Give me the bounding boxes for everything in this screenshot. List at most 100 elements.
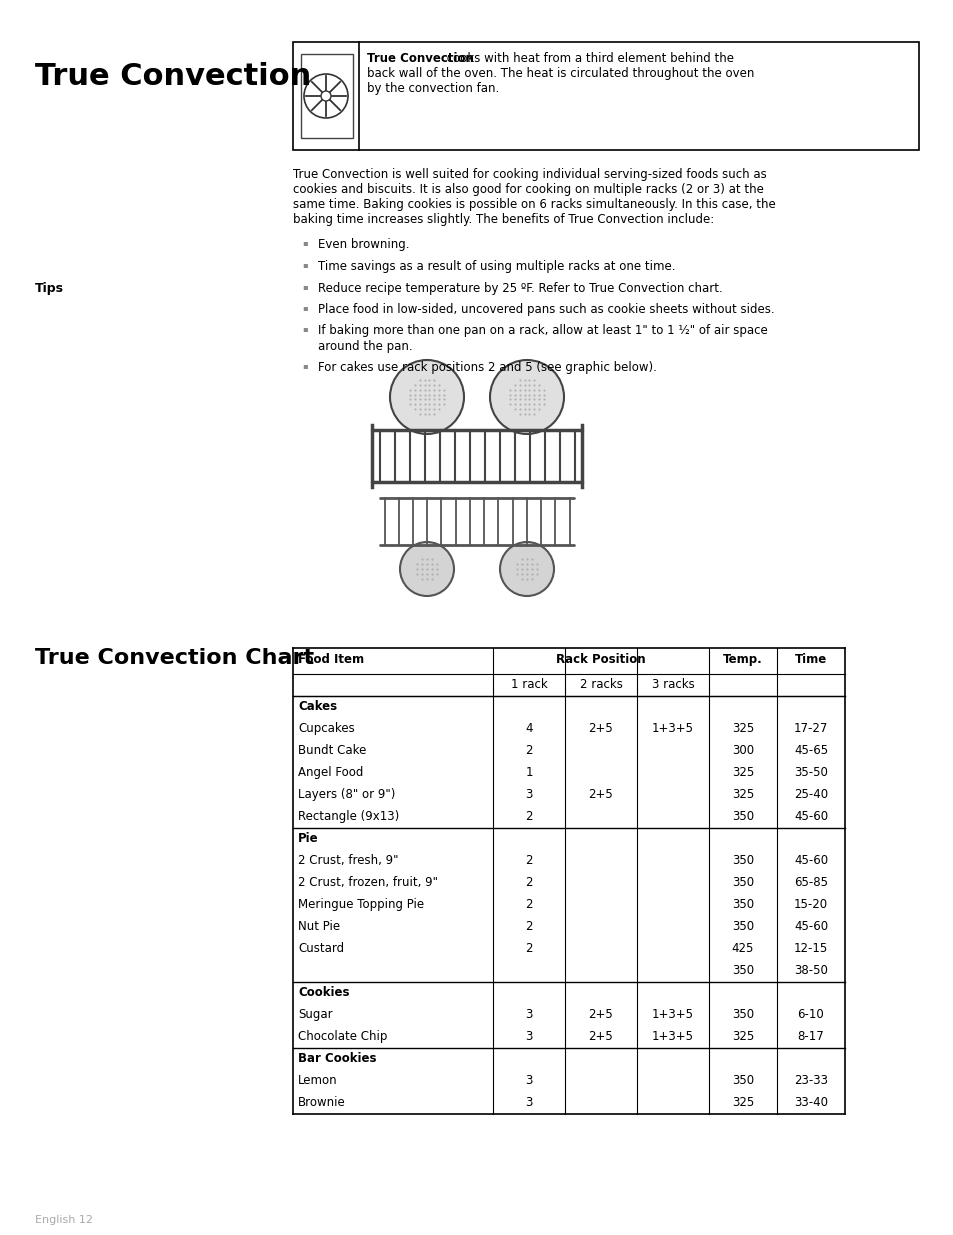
Text: 3: 3: [525, 788, 532, 802]
Text: True Convection: True Convection: [367, 52, 474, 65]
Text: 2: 2: [525, 920, 532, 932]
Circle shape: [390, 359, 463, 433]
Text: 325: 325: [731, 788, 753, 802]
Text: 2+5: 2+5: [588, 1030, 613, 1044]
Text: True Convection Chart: True Convection Chart: [35, 648, 314, 668]
Text: cooks with heat from a third element behind the: cooks with heat from a third element beh…: [442, 52, 733, 65]
Text: Brownie: Brownie: [297, 1095, 345, 1109]
Text: Cupcakes: Cupcakes: [297, 722, 355, 735]
Text: 2: 2: [525, 853, 532, 867]
Text: Rack Position: Rack Position: [556, 653, 645, 666]
Circle shape: [499, 542, 554, 597]
Text: 2 racks: 2 racks: [579, 678, 621, 692]
Text: Reduce recipe temperature by 25 ºF. Refer to True Convection chart.: Reduce recipe temperature by 25 ºF. Refe…: [317, 282, 722, 295]
Text: Tips: Tips: [35, 282, 64, 295]
Text: back wall of the oven. The heat is circulated throughout the oven: back wall of the oven. The heat is circu…: [367, 67, 754, 80]
Text: baking time increases slightly. The benefits of True Convection include:: baking time increases slightly. The bene…: [293, 212, 714, 226]
Bar: [293, 42, 918, 149]
Text: 65-85: 65-85: [793, 876, 827, 889]
Text: 17-27: 17-27: [793, 722, 827, 735]
Text: 3: 3: [525, 1095, 532, 1109]
Text: ▪: ▪: [302, 324, 307, 333]
Text: 3: 3: [525, 1030, 532, 1044]
Text: 15-20: 15-20: [793, 898, 827, 911]
Text: 3: 3: [525, 1008, 532, 1021]
Text: by the convection fan.: by the convection fan.: [367, 82, 498, 95]
Text: 325: 325: [731, 1095, 753, 1109]
Text: ▪: ▪: [302, 361, 307, 370]
Text: 2: 2: [525, 810, 532, 823]
Text: 1+3+5: 1+3+5: [651, 1030, 693, 1044]
Text: Lemon: Lemon: [297, 1074, 337, 1087]
Text: 2+5: 2+5: [588, 722, 613, 735]
Text: 325: 325: [731, 766, 753, 779]
Text: Meringue Topping Pie: Meringue Topping Pie: [297, 898, 424, 911]
Text: 12-15: 12-15: [793, 942, 827, 955]
Text: 2: 2: [525, 942, 532, 955]
Text: cookies and biscuits. It is also good for cooking on multiple racks (2 or 3) at : cookies and biscuits. It is also good fo…: [293, 183, 763, 196]
Text: Food Item: Food Item: [297, 653, 364, 666]
Text: 1: 1: [525, 766, 532, 779]
Text: If baking more than one pan on a rack, allow at least 1" to 1 ½" of air space: If baking more than one pan on a rack, a…: [317, 324, 767, 337]
Text: 45-60: 45-60: [793, 920, 827, 932]
Circle shape: [399, 542, 454, 597]
Text: Cakes: Cakes: [297, 700, 336, 713]
Text: 4: 4: [525, 722, 532, 735]
Text: ▪: ▪: [302, 238, 307, 247]
Text: 6-10: 6-10: [797, 1008, 823, 1021]
Text: ▪: ▪: [302, 303, 307, 312]
Text: 350: 350: [731, 853, 753, 867]
Text: same time. Baking cookies is possible on 6 racks simultaneously. In this case, t: same time. Baking cookies is possible on…: [293, 198, 775, 211]
Text: 425: 425: [731, 942, 754, 955]
Text: 325: 325: [731, 1030, 753, 1044]
Circle shape: [490, 359, 563, 433]
Text: 35-50: 35-50: [793, 766, 827, 779]
Text: 3 racks: 3 racks: [651, 678, 694, 692]
Text: Even browning.: Even browning.: [317, 238, 409, 251]
Text: English 12: English 12: [35, 1215, 92, 1225]
Text: For cakes use rack positions 2 and 5 (see graphic below).: For cakes use rack positions 2 and 5 (se…: [317, 361, 657, 374]
Text: 350: 350: [731, 898, 753, 911]
Text: 1+3+5: 1+3+5: [651, 722, 693, 735]
Text: 2: 2: [525, 898, 532, 911]
Text: Time: Time: [794, 653, 826, 666]
Text: Temp.: Temp.: [722, 653, 762, 666]
Text: 23-33: 23-33: [793, 1074, 827, 1087]
Text: 300: 300: [731, 743, 753, 757]
Text: 25-40: 25-40: [793, 788, 827, 802]
Text: 33-40: 33-40: [793, 1095, 827, 1109]
Text: 45-60: 45-60: [793, 853, 827, 867]
Text: 2+5: 2+5: [588, 1008, 613, 1021]
Text: 350: 350: [731, 876, 753, 889]
Text: 350: 350: [731, 920, 753, 932]
Text: 350: 350: [731, 1008, 753, 1021]
Text: Layers (8" or 9"): Layers (8" or 9"): [297, 788, 395, 802]
Text: ▪: ▪: [302, 261, 307, 269]
Text: Custard: Custard: [297, 942, 344, 955]
Text: around the pan.: around the pan.: [317, 340, 413, 353]
Text: 38-50: 38-50: [793, 965, 827, 977]
Text: 2+5: 2+5: [588, 788, 613, 802]
Text: Place food in low-sided, uncovered pans such as cookie sheets without sides.: Place food in low-sided, uncovered pans …: [317, 303, 774, 316]
Bar: [301, 54, 353, 138]
Text: 45-65: 45-65: [793, 743, 827, 757]
Text: Nut Pie: Nut Pie: [297, 920, 340, 932]
Text: 8-17: 8-17: [797, 1030, 823, 1044]
Text: Angel Food: Angel Food: [297, 766, 363, 779]
Text: 2 Crust, fresh, 9": 2 Crust, fresh, 9": [297, 853, 398, 867]
Text: Chocolate Chip: Chocolate Chip: [297, 1030, 387, 1044]
Text: 1 rack: 1 rack: [510, 678, 547, 692]
Text: 2 Crust, frozen, fruit, 9": 2 Crust, frozen, fruit, 9": [297, 876, 437, 889]
Text: ▪: ▪: [302, 282, 307, 291]
Text: Rectangle (9x13): Rectangle (9x13): [297, 810, 399, 823]
Text: True Convection: True Convection: [35, 62, 311, 91]
Text: 1+3+5: 1+3+5: [651, 1008, 693, 1021]
Text: Pie: Pie: [297, 832, 318, 845]
Text: Bundt Cake: Bundt Cake: [297, 743, 366, 757]
Text: 2: 2: [525, 743, 532, 757]
Text: 2: 2: [525, 876, 532, 889]
Text: 325: 325: [731, 722, 753, 735]
Text: 350: 350: [731, 965, 753, 977]
Text: 45-60: 45-60: [793, 810, 827, 823]
Text: 3: 3: [525, 1074, 532, 1087]
